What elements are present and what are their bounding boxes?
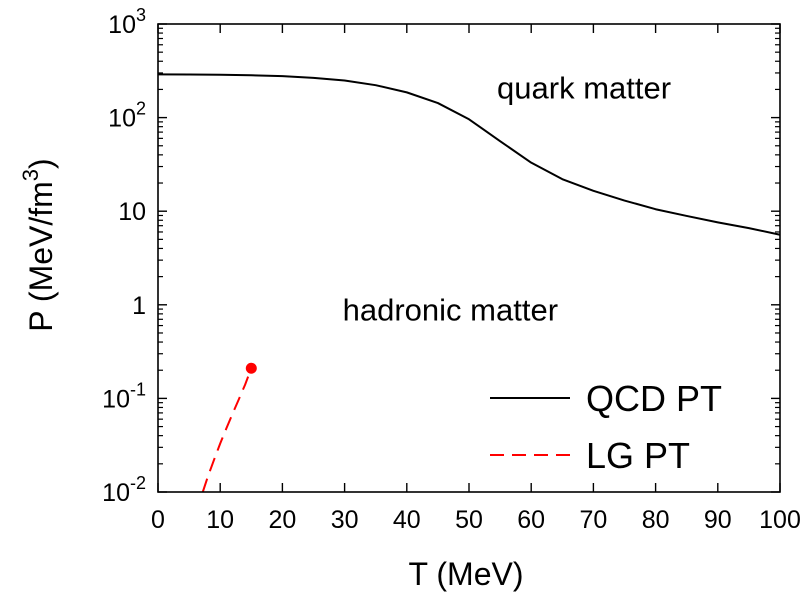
y-axis-title: P (MeV/fm3) bbox=[18, 158, 59, 331]
y-axis-title-group: P (MeV/fm3) bbox=[18, 158, 59, 331]
series-layer bbox=[157, 73, 781, 493]
plot-frame bbox=[157, 23, 781, 493]
y-tick-label: 1 bbox=[132, 292, 146, 320]
x-tick-label: 10 bbox=[206, 506, 234, 534]
annotations: quark matter hadronic matter bbox=[343, 70, 671, 327]
x-tick-label: 70 bbox=[579, 506, 607, 534]
series-line-lg-pt bbox=[201, 367, 253, 493]
annotation-label: quark matter bbox=[497, 70, 671, 105]
critical-endpoint-marker bbox=[245, 362, 257, 374]
x-axis-title: T (MeV) bbox=[409, 556, 524, 592]
x-tick-label: 0 bbox=[151, 506, 165, 534]
x-tick-label: 90 bbox=[704, 506, 732, 534]
x-tick-label: 80 bbox=[642, 506, 670, 534]
y-tick-label: 10-1 bbox=[102, 379, 146, 413]
y-tick-label: 103 bbox=[108, 5, 146, 39]
annotation-label: hadronic matter bbox=[343, 292, 558, 327]
legend-label: LG PT bbox=[586, 435, 690, 476]
axes: 0 10 20 30 40 50 60 70 80 90 100 10-2 10-1 1 10 102 103 bbox=[102, 5, 801, 534]
x-tick-label: 100 bbox=[759, 506, 801, 534]
x-tick-label: 50 bbox=[455, 506, 483, 534]
x-tick-label: 20 bbox=[268, 506, 296, 534]
series-line-qcd-pt bbox=[157, 73, 781, 236]
legend: QCD PT LG PT bbox=[490, 378, 722, 476]
y-tick-label: 10-2 bbox=[102, 473, 146, 507]
x-tick-label: 60 bbox=[517, 506, 545, 534]
x-tick-label: 40 bbox=[393, 506, 421, 534]
y-tick-label: 10 bbox=[118, 198, 146, 226]
y-tick-label: 102 bbox=[108, 99, 146, 133]
x-tick-label: 30 bbox=[331, 506, 359, 534]
legend-label: QCD PT bbox=[586, 378, 722, 419]
